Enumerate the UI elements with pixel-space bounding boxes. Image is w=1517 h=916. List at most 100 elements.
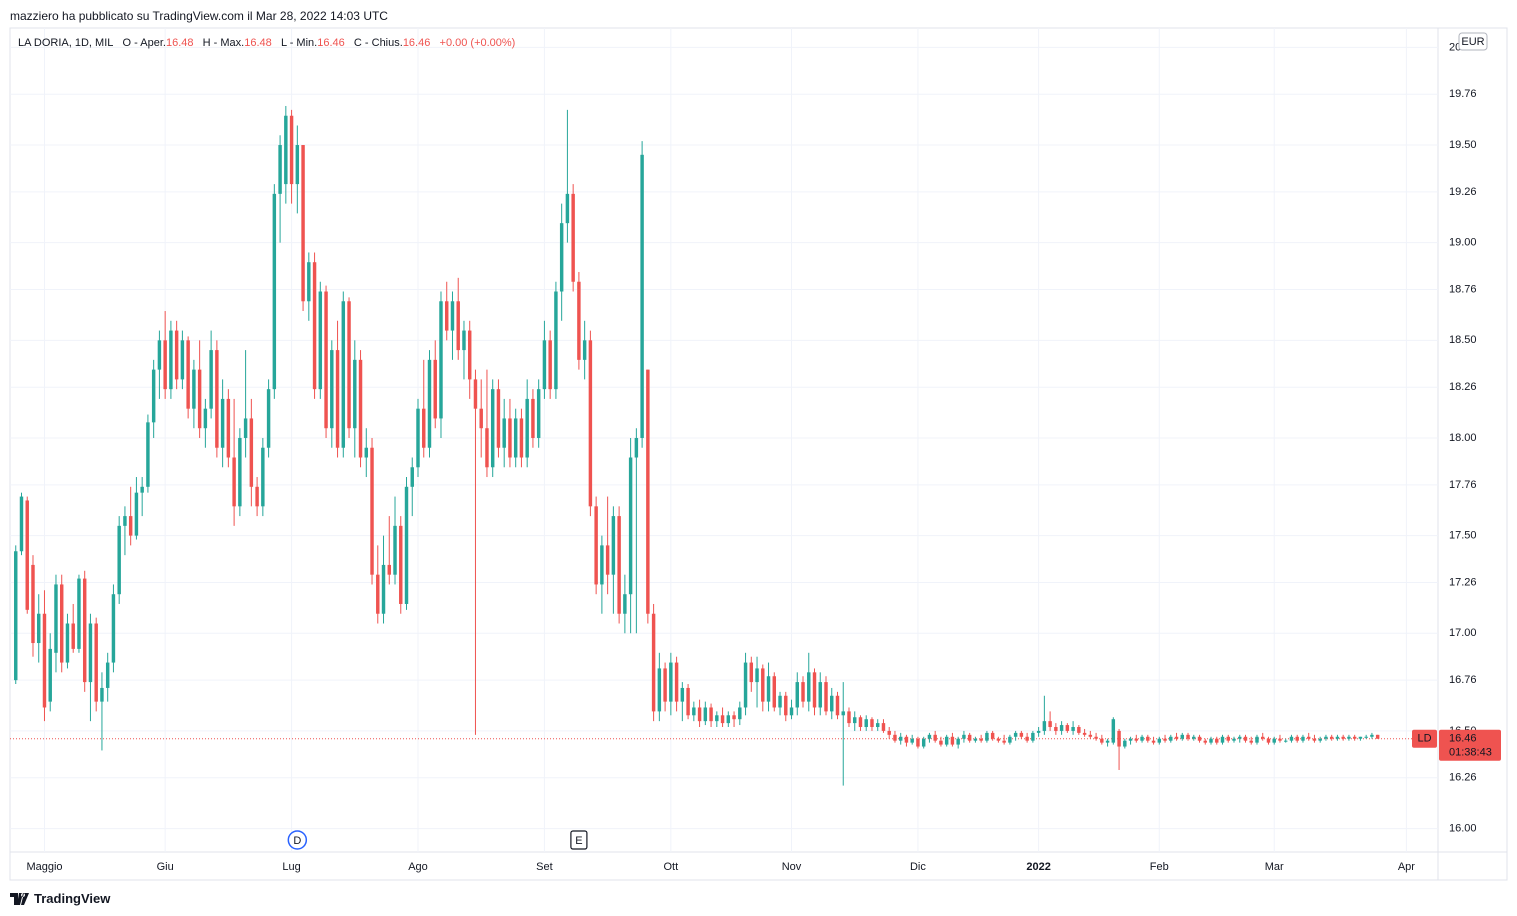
candle-body	[594, 506, 598, 585]
candle-body	[921, 738, 926, 747]
candle-body	[462, 330, 466, 351]
candle-body	[789, 707, 794, 716]
candle-body	[140, 486, 144, 493]
candle-body	[755, 668, 759, 683]
candle-body	[1341, 736, 1345, 739]
y-tick-label: 19.76	[1449, 88, 1477, 100]
candle-body	[571, 193, 575, 282]
brand-logo	[10, 892, 29, 905]
candle-body	[88, 623, 93, 683]
x-tick-label: Set	[536, 861, 553, 873]
candle-body	[1180, 734, 1185, 739]
candle-body	[824, 682, 828, 712]
candle-body	[973, 738, 978, 741]
candle-body	[1243, 736, 1248, 741]
candle-body	[875, 723, 880, 728]
candle-body	[1347, 736, 1351, 739]
candle-body	[582, 340, 587, 360]
candle-body	[1071, 727, 1075, 731]
candle-body	[680, 687, 685, 702]
candle-body	[715, 715, 719, 722]
candle-body	[887, 730, 891, 735]
event-marker	[287, 830, 308, 850]
candle-body	[1008, 736, 1012, 743]
candle-body	[1013, 732, 1018, 737]
legend-label: O - Aper.	[122, 37, 166, 49]
candle-body	[1278, 738, 1282, 741]
candle-body	[399, 525, 403, 604]
candle-body	[341, 301, 346, 448]
candle-body	[1226, 736, 1230, 741]
candle-body	[531, 398, 535, 438]
candle-body	[226, 398, 231, 458]
candle-body	[266, 389, 271, 448]
legend-value: 16.46	[402, 37, 431, 49]
candle-body	[542, 340, 547, 390]
price-badge-value: 16.46	[1449, 733, 1477, 745]
candle-body	[617, 516, 621, 614]
candle-body	[738, 707, 742, 720]
candle-body	[1128, 738, 1133, 741]
candle-body	[812, 672, 817, 708]
candle-body	[134, 492, 139, 536]
candle-body	[548, 340, 552, 390]
candle-body	[14, 551, 18, 681]
candle-body	[1272, 738, 1276, 743]
y-tick-label: 19.50	[1449, 139, 1477, 151]
candle-body	[605, 545, 610, 575]
candle-body	[197, 369, 202, 429]
candle-body	[956, 738, 960, 745]
candle-body	[473, 379, 478, 409]
candle-body	[123, 516, 127, 526]
legend-symbol: LA DORIA, 1D, MIL	[18, 37, 114, 49]
candle-body	[381, 564, 386, 614]
candle-body	[37, 613, 41, 644]
candle-body	[1094, 736, 1098, 739]
candle-body	[111, 594, 116, 663]
candle-body	[48, 648, 52, 702]
candle-body	[353, 359, 357, 429]
candle-body	[393, 525, 397, 575]
candle-body	[830, 695, 834, 712]
candle-body	[1036, 730, 1041, 733]
candle-body	[42, 613, 47, 708]
candle-body	[1266, 738, 1271, 743]
candle-body	[324, 291, 328, 429]
candle-body	[456, 301, 460, 351]
candle-body	[674, 662, 679, 702]
candle-body	[1077, 727, 1081, 733]
candle-body	[289, 115, 294, 185]
candle-body	[967, 734, 972, 741]
candle-body	[1295, 736, 1299, 741]
candle-body	[944, 736, 949, 745]
candle-body	[1238, 736, 1242, 739]
candle-body	[169, 330, 173, 390]
candle-body	[215, 350, 219, 448]
candle-body	[577, 281, 581, 360]
candle-body	[307, 262, 311, 302]
candle-body	[611, 516, 616, 575]
candle-body	[1312, 738, 1317, 741]
candle-body	[255, 486, 259, 507]
candle-body	[387, 564, 391, 575]
candle-body	[485, 428, 489, 468]
candle-body	[1088, 734, 1093, 737]
candle-body	[151, 369, 156, 423]
candle-body	[1019, 732, 1024, 737]
candle-body	[784, 695, 788, 716]
candle-body	[249, 418, 254, 487]
candle-body	[927, 734, 932, 739]
candle-body	[146, 422, 150, 487]
candle-body	[870, 719, 874, 728]
candle-body	[220, 398, 225, 448]
candle-body	[1192, 736, 1196, 739]
candle-body	[1215, 738, 1219, 743]
candle-body	[962, 734, 966, 739]
candle-body	[1370, 734, 1374, 737]
candle-body	[1123, 740, 1127, 747]
candle-body	[1289, 736, 1294, 741]
x-tick-label: 2022	[1026, 861, 1050, 873]
candle-body	[743, 662, 748, 708]
candle-body	[1065, 725, 1070, 731]
